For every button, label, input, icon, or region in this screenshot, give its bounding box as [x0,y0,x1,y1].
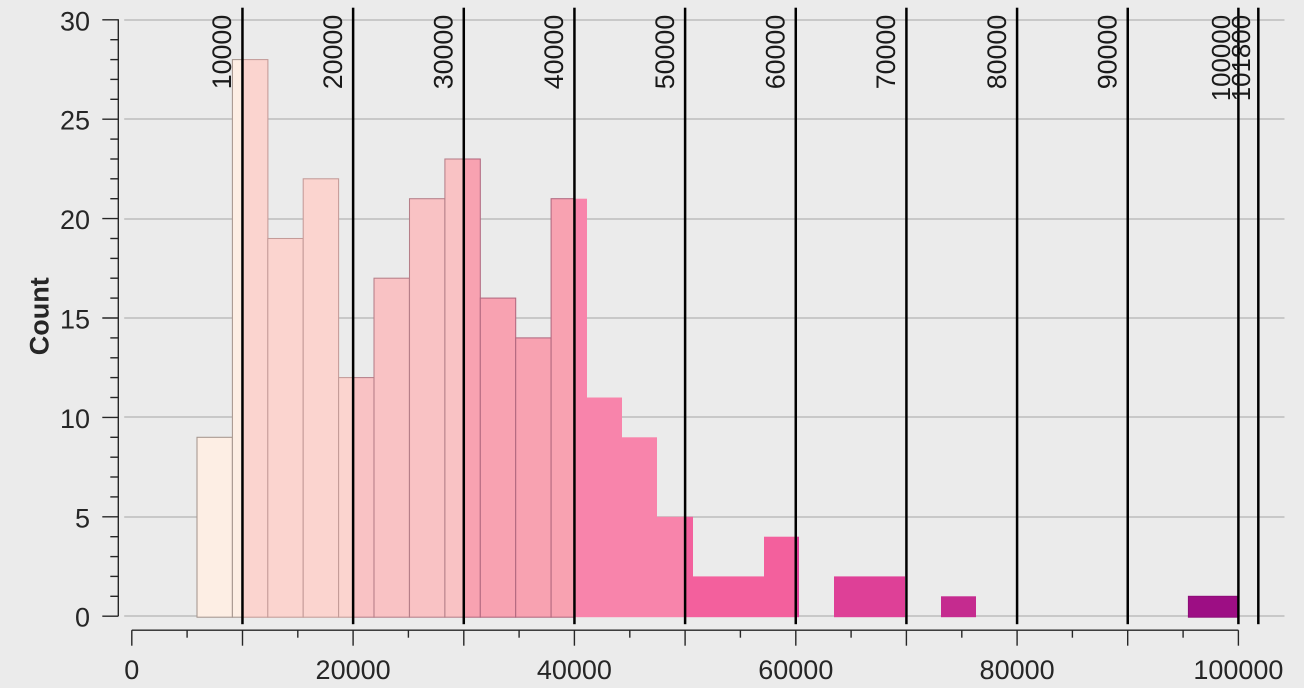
svg-text:101800: 101800 [1228,15,1256,101]
svg-text:0: 0 [75,603,90,633]
svg-text:100000: 100000 [1208,15,1236,101]
svg-text:50000: 50000 [650,15,680,90]
svg-text:20: 20 [60,205,90,235]
svg-text:40000: 40000 [539,15,569,90]
svg-text:15: 15 [60,305,90,335]
svg-text:80000: 80000 [982,15,1012,90]
svg-text:80000: 80000 [980,655,1055,685]
svg-text:60000: 60000 [761,15,791,90]
svg-text:40000: 40000 [537,655,612,685]
svg-text:30: 30 [60,6,90,36]
svg-text:20000: 20000 [316,655,391,685]
svg-text:10000: 10000 [207,15,237,90]
svg-text:5: 5 [75,503,90,533]
svg-text:60000: 60000 [758,655,833,685]
svg-text:20000: 20000 [318,15,348,90]
svg-text:0: 0 [124,655,139,685]
svg-text:30000: 30000 [429,15,459,90]
svg-text:70000: 70000 [871,15,901,90]
svg-text:90000: 90000 [1092,15,1122,90]
svg-text:Count: Count [25,277,55,355]
svg-text:100000: 100000 [1193,655,1283,685]
svg-text:10: 10 [60,404,90,434]
svg-text:25: 25 [60,106,90,136]
